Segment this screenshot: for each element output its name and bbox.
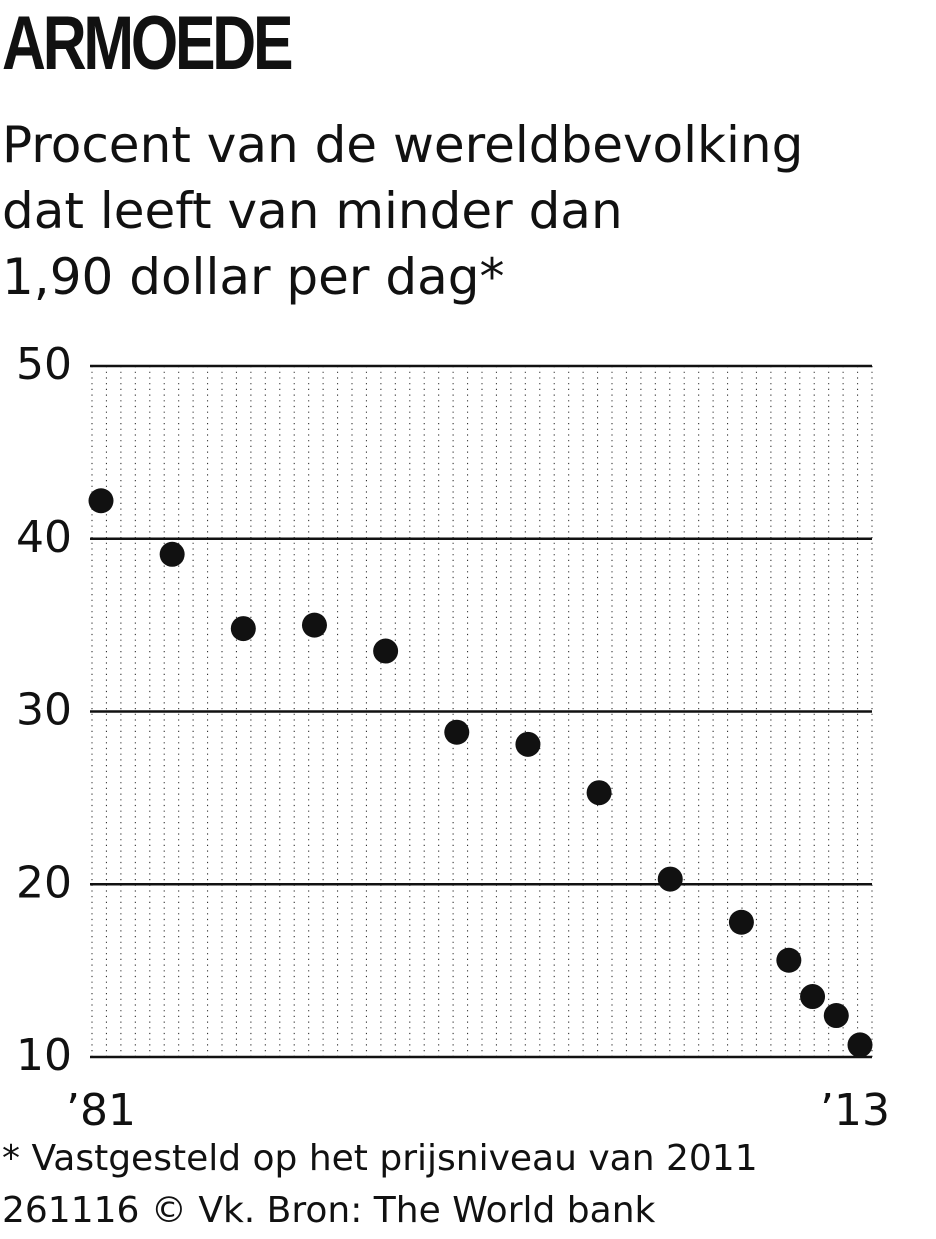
- data-point: [373, 638, 399, 664]
- y-tick-label: 20: [16, 857, 72, 908]
- y-tick-label: 40: [16, 512, 72, 563]
- chart-subtitle: Procent van de wereldbevolking dat leeft…: [2, 112, 922, 310]
- data-point: [657, 866, 683, 892]
- data-point: [515, 731, 541, 757]
- data-point: [823, 1003, 849, 1029]
- data-point: [728, 909, 754, 935]
- data-point: [444, 719, 470, 745]
- data-point: [586, 780, 612, 806]
- footnote: * Vastgesteld op het prijsniveau van 201…: [2, 1138, 758, 1179]
- y-tick-label: 50: [16, 339, 72, 390]
- y-tick-label: 10: [16, 1030, 72, 1081]
- x-tick-label: ’13: [820, 1085, 890, 1130]
- data-point: [88, 488, 114, 514]
- source-credit: 261116 © Vk. Bron: The World bank: [2, 1190, 656, 1231]
- subtitle-line-3: 1,90 dollar per dag*: [2, 248, 505, 306]
- chart-title: ARMOEDE: [2, 1, 294, 86]
- scatter-chart: 10 20 30 40 50 ’81 ’13: [16, 339, 890, 1130]
- y-tick-label: 30: [16, 685, 72, 736]
- data-point: [230, 616, 256, 642]
- subtitle-line-2: dat leeft van minder dan: [2, 182, 623, 240]
- data-point: [159, 541, 185, 567]
- data-point: [776, 947, 802, 973]
- subtitle-line-1: Procent van de wereldbevolking: [2, 116, 804, 174]
- data-point: [800, 984, 826, 1010]
- x-tick-label: ’81: [66, 1085, 136, 1130]
- data-point: [847, 1032, 873, 1058]
- data-point: [301, 612, 327, 638]
